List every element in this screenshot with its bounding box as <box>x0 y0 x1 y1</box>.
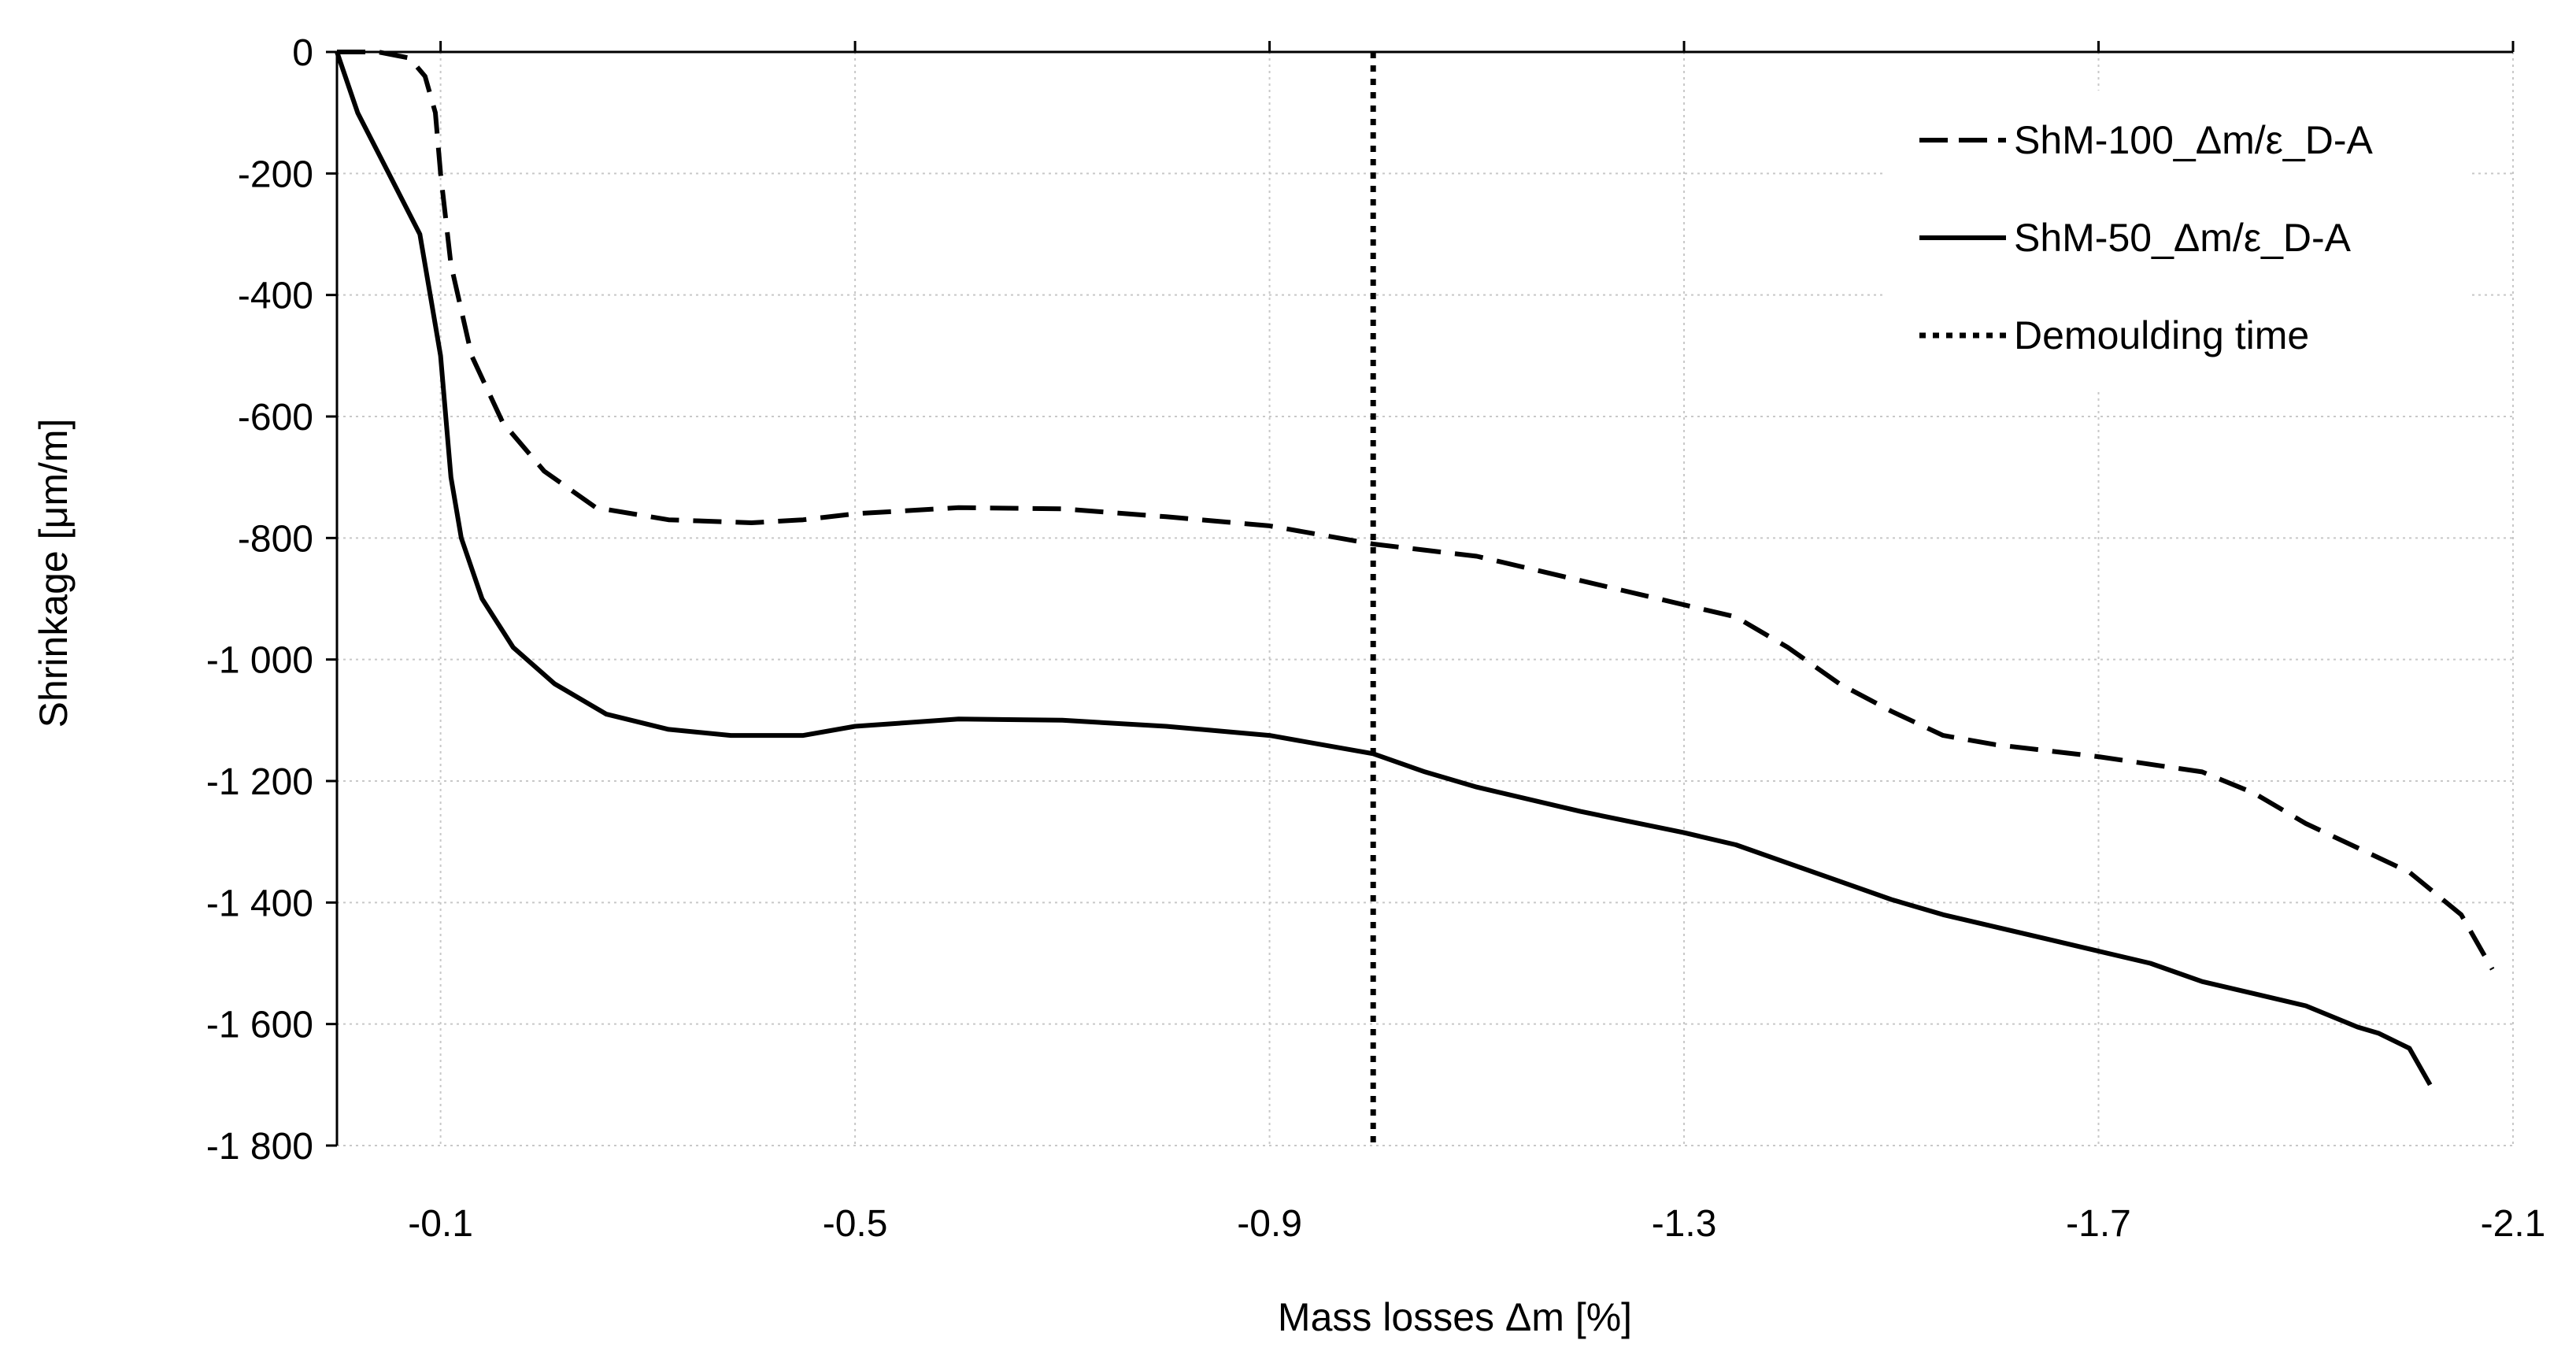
y-tick-label: -400 <box>238 276 313 317</box>
x-axis-title: Mass losses Δm [%] <box>1278 1295 1632 1339</box>
y-tick-label: -200 <box>238 154 313 195</box>
y-tick-label: -600 <box>238 397 313 439</box>
x-tick-label: -1.7 <box>2066 1203 2131 1245</box>
y-tick-label: -1 600 <box>206 1005 313 1046</box>
y-tick-label: -1 200 <box>206 761 313 803</box>
x-tick-label: -0.9 <box>1237 1203 1302 1245</box>
axes: 0 -200 -400 -600 -800 -1 000 -1 200 -1 400 -1 60… <box>206 32 2545 1245</box>
legend-label: ShM-50_Δm/ε_D-A <box>2014 216 2352 260</box>
series-layer <box>335 50 2495 1146</box>
y-tick-label: -800 <box>238 518 313 560</box>
x-tick-label: -2.1 <box>2481 1203 2546 1245</box>
y-tick-label: -1 800 <box>206 1126 313 1168</box>
y-tick-label: -1 400 <box>206 883 313 924</box>
x-tick-label: -0.5 <box>823 1203 888 1245</box>
y-axis-title: Shrinkage [μm/m] <box>31 419 76 728</box>
legend: ShM-100_Δm/ε_D-A ShM-50_Δm/ε_D-A Demouldin… <box>1886 91 2472 390</box>
series-line-shm-100 <box>337 50 2495 971</box>
y-tick-label: 0 <box>292 32 313 74</box>
y-tick-label: -1 000 <box>206 640 313 682</box>
legend-label: Demoulding time <box>2014 313 2309 357</box>
x-tick-label: -1.3 <box>1652 1203 1717 1245</box>
legend-label: ShM-100_Δm/ε_D-A <box>2014 118 2373 162</box>
x-tick-label: -0.1 <box>408 1203 473 1245</box>
